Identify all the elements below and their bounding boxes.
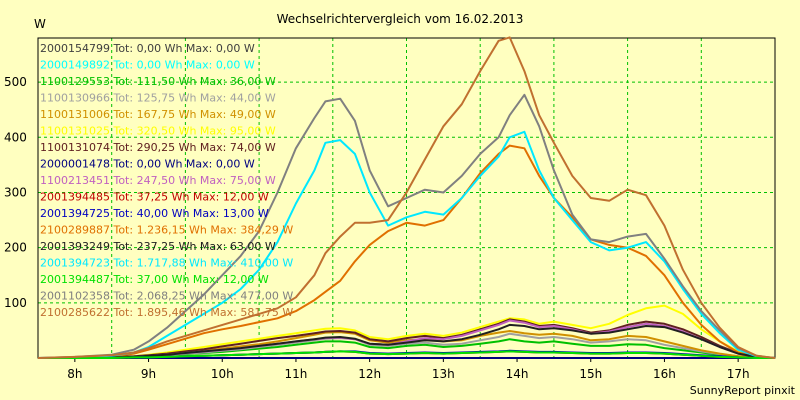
- y-tick-label: 400: [4, 130, 27, 144]
- y-tick-label: 200: [4, 241, 27, 255]
- x-tick-label: 14h: [506, 367, 529, 381]
- legend-entry-5: 1100131025 Tot: 320,50 Wh Max: 95,00 W: [40, 125, 276, 138]
- legend-entry-8: 1100213451 Tot: 247,50 Wh Max: 75,00 W: [40, 174, 276, 187]
- x-tick-label: 10h: [211, 367, 234, 381]
- series-line-11: [38, 144, 776, 359]
- series-line-12: [38, 323, 776, 359]
- y-tick-label: 100: [4, 296, 27, 310]
- legend-entry-3: 1100130966 Tot: 125,75 Wh Max: 44,00 W: [40, 92, 276, 105]
- series-line-14: [38, 350, 775, 359]
- x-tick-label: 12h: [358, 367, 381, 381]
- axes: 100 200 300 400 500 8h 9h 10h 11h 12h 13h 14h 15h 16h…: [4, 37, 776, 381]
- legend-entry-2: 1100129553 Tot: 111,50 Wh Max: 36,00 W: [40, 75, 276, 88]
- legend-entry-11: 2100289887 Tot: 1.236,15 Wh Max: 384,29 …: [40, 224, 293, 237]
- legend-entry-10: 2001394725 Tot: 40,00 Wh Max: 13,00 W: [40, 207, 269, 220]
- y-axis-unit: W: [34, 17, 46, 31]
- series-line-16: [37, 36, 776, 359]
- legend: 2000154799 Tot: 0,00 Wh Max: 0,00 W 20001…: [40, 42, 293, 319]
- series-line-5: [38, 304, 776, 359]
- x-tick-label: 11h: [285, 367, 308, 381]
- legend-entry-0: 2000154799 Tot: 0,00 Wh Max: 0,00 W: [40, 42, 255, 55]
- legend-entry-13: 2001394723 Tot: 1.717,88 Wh Max: 410,00 …: [40, 257, 293, 270]
- footer-credit: SunnyReport pinxit: [690, 384, 796, 397]
- series-line-15: [37, 93, 776, 359]
- grid: [38, 38, 775, 358]
- legend-entry-15: 2001102358 Tot: 2.068,25 Wh Max: 477,00 …: [40, 290, 293, 303]
- series-line-13: [37, 130, 776, 359]
- chart-title: Wechselrichtervergleich vom 16.02.2013: [277, 12, 524, 26]
- x-tick-label: 9h: [141, 367, 156, 381]
- legend-entry-12: 2001393249 Tot: 237,25 Wh Max: 63,00 W: [40, 240, 276, 253]
- x-tick-label: 8h: [67, 367, 82, 381]
- legend-entry-1: 2000149892 Tot: 0,00 Wh Max: 0,00 W: [40, 59, 255, 72]
- x-tick-label: 15h: [579, 367, 602, 381]
- series-line-6: [38, 318, 776, 359]
- x-tick-label: 13h: [432, 367, 455, 381]
- legend-entry-16: 2100285622 Tot: 1.895,46 Wh Max: 581,75 …: [40, 306, 293, 319]
- series-lines: [37, 36, 776, 359]
- legend-entry-9: 2001394485 Tot: 37,25 Wh Max: 12,00 W: [40, 191, 269, 204]
- y-tick-label: 300: [4, 185, 27, 199]
- legend-entry-4: 1100131006 Tot: 167,75 Wh Max: 49,00 W: [40, 108, 276, 121]
- y-tick-label: 500: [4, 75, 27, 89]
- legend-entry-6: 1100131074 Tot: 290,25 Wh Max: 74,00 W: [40, 141, 276, 154]
- legend-entry-7: 2000001478 Tot: 0,00 Wh Max: 0,00 W: [40, 158, 255, 171]
- legend-entry-14: 2001394487 Tot: 37,00 Wh Max: 12,00 W: [40, 273, 269, 286]
- x-tick-label: 17h: [727, 367, 750, 381]
- x-tick-label: 16h: [653, 367, 676, 381]
